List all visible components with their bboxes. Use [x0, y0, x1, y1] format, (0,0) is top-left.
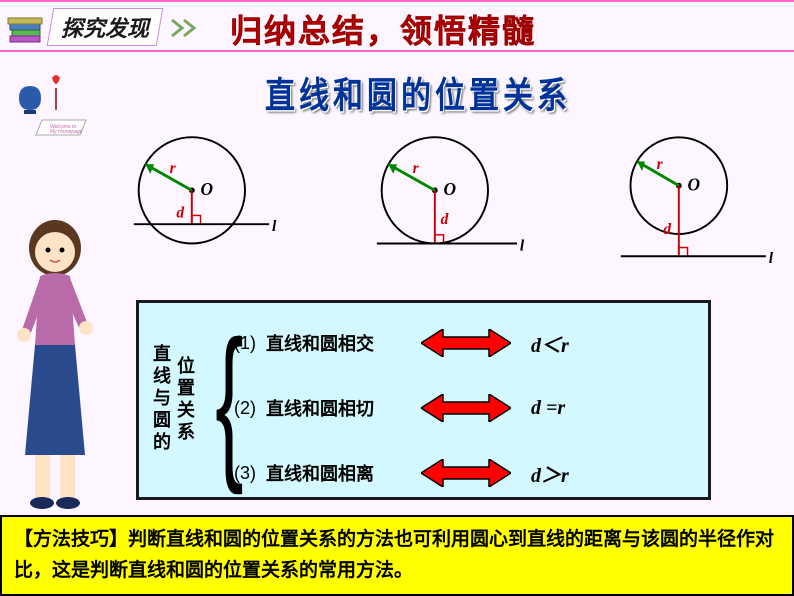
tip-text: 判断直线和圆的位置关系的方法也可利用圆心到直线的距离与该圆的半径作对比，这是判断…	[14, 529, 774, 580]
double-arrow-icon	[421, 459, 511, 487]
svg-text:My Homepage: My Homepage	[50, 129, 83, 135]
table-row: (2) 直线和圆相切 d =r	[234, 378, 694, 438]
math-relation: d＜r	[531, 329, 569, 358]
title-main: 归纳总结，领悟精髓	[230, 6, 536, 52]
header-bar: 探究发现 归纳总结，领悟精髓	[0, 0, 794, 52]
circle-case-separate: O r d l	[587, 130, 780, 280]
math-relation: d =r	[531, 397, 565, 420]
relations-table: 直线与圆的 位置关系 { (1) 直线和圆相交 d＜r (2) 直线和圆相切 d…	[136, 300, 711, 500]
circle-case-tangent: O r d l	[343, 130, 536, 270]
svg-text:d: d	[176, 204, 184, 221]
svg-text:O: O	[201, 180, 214, 199]
double-arrow-icon	[421, 329, 511, 357]
svg-text:O: O	[444, 180, 457, 199]
vert-label-1: 直线与圆的	[153, 343, 173, 453]
svg-text:r: r	[656, 156, 663, 173]
circles-area: O r d l O r d l O r d l	[100, 130, 780, 280]
subtitle: 直线和圆的位置关系	[265, 66, 571, 119]
tip-box: 【方法技巧】判断直线和圆的位置关系的方法也可利用圆心到直线的距离与该圆的半径作对…	[0, 515, 794, 596]
row-text: 直线和圆相离	[266, 460, 401, 486]
row-text: 直线和圆相交	[266, 330, 401, 356]
row-num: (3)	[234, 463, 266, 484]
teacher-character-icon	[10, 200, 100, 510]
tip-label: 【方法技巧】	[14, 529, 128, 550]
table-row: (1) 直线和圆相交 d＜r	[234, 313, 694, 373]
row-text: 直线和圆相切	[266, 395, 401, 421]
row-num: (1)	[234, 333, 266, 354]
svg-text:l: l	[272, 218, 277, 235]
circle-case-intersect: O r d l	[100, 130, 293, 270]
ink-decor-icon: Welcome to My Homepage	[14, 70, 94, 140]
section-label-text: 探究发现	[61, 11, 149, 43]
svg-text:d: d	[441, 211, 449, 228]
svg-text:d: d	[663, 221, 671, 238]
chevrons-decor	[170, 18, 210, 38]
svg-text:r: r	[170, 160, 177, 177]
books-icon	[6, 6, 46, 46]
table-row: (3) 直线和圆相离 d＞r	[234, 443, 694, 503]
svg-text:l: l	[520, 237, 525, 254]
math-relation: d＞r	[531, 459, 569, 488]
row-num: (2)	[234, 398, 266, 419]
svg-text:r: r	[413, 160, 420, 177]
svg-text:l: l	[768, 250, 773, 267]
section-label: 探究发现	[47, 8, 164, 46]
svg-text:O: O	[687, 176, 700, 195]
vert-label-2: 位置关系	[177, 355, 197, 443]
double-arrow-icon	[421, 394, 511, 422]
